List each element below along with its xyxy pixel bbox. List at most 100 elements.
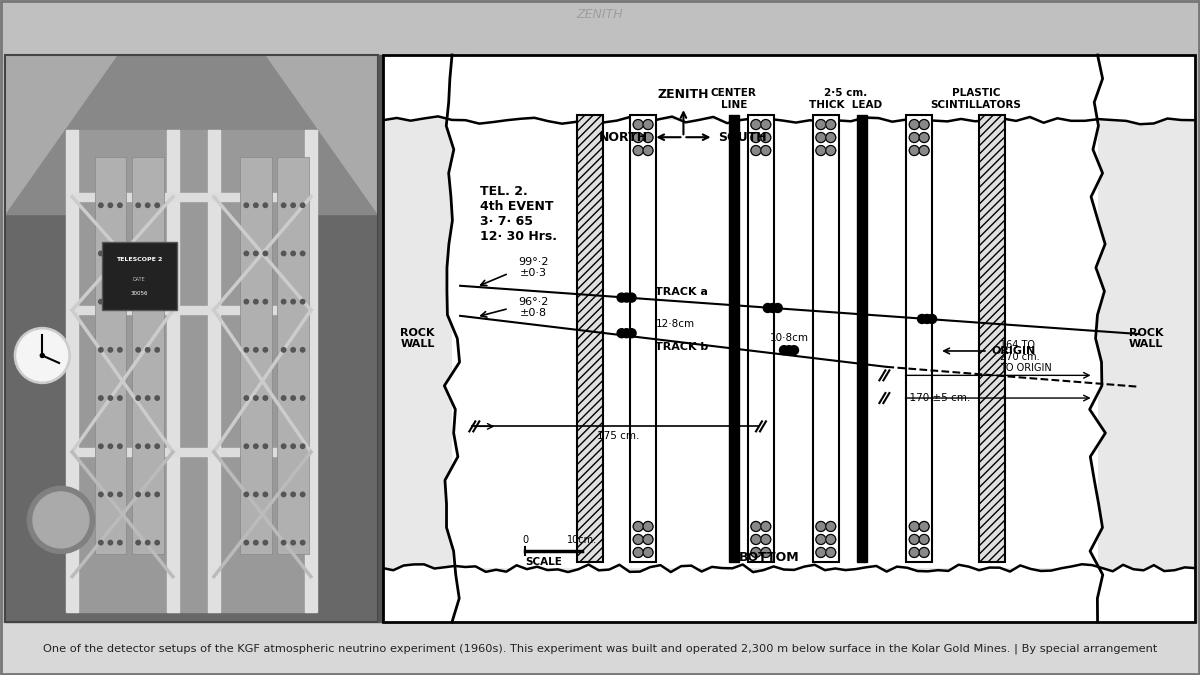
Circle shape: [145, 348, 150, 352]
Circle shape: [244, 396, 248, 400]
Circle shape: [628, 293, 636, 302]
Circle shape: [282, 444, 286, 448]
Polygon shape: [266, 55, 378, 214]
Bar: [240, 157, 271, 554]
Circle shape: [816, 119, 826, 130]
Circle shape: [253, 251, 258, 256]
Circle shape: [118, 396, 122, 400]
Circle shape: [919, 146, 929, 155]
Circle shape: [919, 119, 929, 130]
Circle shape: [643, 535, 653, 545]
Circle shape: [290, 300, 295, 304]
Circle shape: [253, 492, 258, 497]
Bar: [0, 622, 1200, 675]
Text: TELESCOPE 2: TELESCOPE 2: [116, 256, 162, 262]
Circle shape: [253, 396, 258, 400]
Text: CENTER
LINE: CENTER LINE: [710, 88, 757, 109]
Text: ZENITH: ZENITH: [658, 88, 709, 101]
Circle shape: [790, 346, 798, 354]
Circle shape: [826, 146, 835, 155]
Circle shape: [923, 315, 931, 323]
Text: 12· 30 Hrs.: 12· 30 Hrs.: [480, 230, 558, 244]
Bar: [277, 157, 308, 554]
Circle shape: [643, 522, 653, 531]
Circle shape: [263, 251, 268, 256]
Text: NORTH: NORTH: [599, 131, 648, 144]
Circle shape: [263, 444, 268, 448]
Circle shape: [145, 541, 150, 545]
Circle shape: [282, 300, 286, 304]
Text: PLASTIC
SCINTILLATORS: PLASTIC SCINTILLATORS: [930, 88, 1021, 109]
Circle shape: [816, 522, 826, 531]
Bar: [378, 55, 382, 622]
Circle shape: [826, 535, 835, 545]
Circle shape: [155, 444, 160, 448]
Circle shape: [98, 348, 103, 352]
Circle shape: [282, 541, 286, 545]
Circle shape: [617, 293, 626, 302]
Circle shape: [263, 396, 268, 400]
Circle shape: [108, 492, 113, 497]
Circle shape: [108, 541, 113, 545]
Circle shape: [253, 541, 258, 545]
Circle shape: [14, 327, 71, 383]
Text: SCALE: SCALE: [526, 557, 562, 567]
Bar: [383, 55, 1195, 120]
Text: 164 TO
270 cm.
TO ORIGIN: 164 TO 270 cm. TO ORIGIN: [1000, 340, 1052, 373]
Bar: [5, 55, 378, 622]
Circle shape: [816, 547, 826, 558]
Circle shape: [155, 396, 160, 400]
Circle shape: [634, 535, 643, 545]
Circle shape: [761, 547, 770, 558]
Circle shape: [910, 522, 919, 531]
Bar: [72, 306, 311, 314]
Bar: [72, 193, 311, 200]
Circle shape: [253, 203, 258, 207]
Circle shape: [244, 251, 248, 256]
Circle shape: [634, 547, 643, 558]
Circle shape: [300, 444, 305, 448]
Circle shape: [300, 348, 305, 352]
Circle shape: [108, 396, 113, 400]
Bar: [577, 115, 604, 562]
Circle shape: [761, 119, 770, 130]
Polygon shape: [5, 55, 116, 214]
Circle shape: [290, 251, 295, 256]
Circle shape: [155, 203, 160, 207]
Circle shape: [622, 293, 631, 302]
Circle shape: [253, 300, 258, 304]
Bar: [383, 55, 1195, 622]
Bar: [383, 568, 1195, 622]
Circle shape: [136, 444, 140, 448]
Circle shape: [282, 251, 286, 256]
Text: 170 ±5 cm.: 170 ±5 cm.: [902, 393, 970, 403]
Circle shape: [98, 541, 103, 545]
Circle shape: [136, 300, 140, 304]
Circle shape: [816, 146, 826, 155]
Text: TRACK b: TRACK b: [655, 342, 708, 352]
Circle shape: [300, 492, 305, 497]
Bar: [383, 55, 452, 622]
Circle shape: [290, 492, 295, 497]
Circle shape: [634, 522, 643, 531]
Circle shape: [751, 547, 761, 558]
Circle shape: [263, 300, 268, 304]
Circle shape: [282, 203, 286, 207]
Circle shape: [773, 304, 782, 313]
Circle shape: [290, 444, 295, 448]
Bar: [728, 115, 739, 562]
Text: 96°·2
±0·8: 96°·2 ±0·8: [518, 296, 548, 318]
Bar: [305, 130, 317, 612]
Bar: [857, 115, 868, 562]
Circle shape: [910, 547, 919, 558]
Circle shape: [910, 146, 919, 155]
Circle shape: [622, 329, 631, 338]
Circle shape: [634, 132, 643, 142]
Circle shape: [768, 304, 778, 313]
Circle shape: [145, 251, 150, 256]
Circle shape: [617, 329, 626, 338]
Circle shape: [17, 330, 67, 381]
Circle shape: [300, 300, 305, 304]
Circle shape: [145, 396, 150, 400]
Circle shape: [108, 348, 113, 352]
